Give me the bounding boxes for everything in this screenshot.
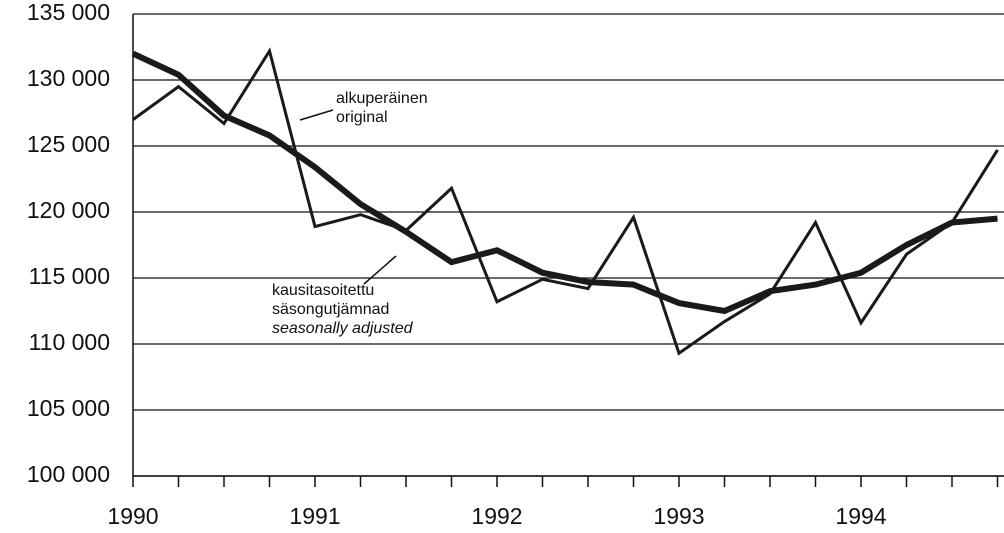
y-tick-label: 125 000 (27, 131, 110, 157)
y-tick-label: 110 000 (29, 329, 110, 355)
x-tick-label: 1994 (835, 503, 886, 529)
annotation: kausitasoitettu (272, 282, 374, 299)
x-tick-label: 1990 (107, 503, 158, 529)
annotation: säsongutjämnad (272, 301, 389, 318)
y-tick-label: 115 000 (29, 263, 110, 289)
annotation: alkuperäinen (336, 90, 428, 107)
y-tick-label: 135 000 (27, 0, 110, 25)
series-line (131, 50, 998, 315)
y-tick-label: 100 000 (27, 461, 110, 487)
x-tick-label: 1992 (471, 503, 522, 529)
x-tick-label: 1993 (653, 503, 704, 529)
leader-line (363, 255, 397, 285)
annotation: original (336, 109, 388, 126)
series-line (132, 47, 999, 356)
leader-line (299, 109, 334, 121)
x-tick-label: 1991 (289, 503, 340, 529)
annotation: seasonally adjusted (272, 320, 414, 337)
y-tick-label: 120 000 (27, 197, 110, 223)
y-tick-label: 130 000 (27, 65, 110, 91)
y-tick-label: 105 000 (27, 395, 110, 421)
